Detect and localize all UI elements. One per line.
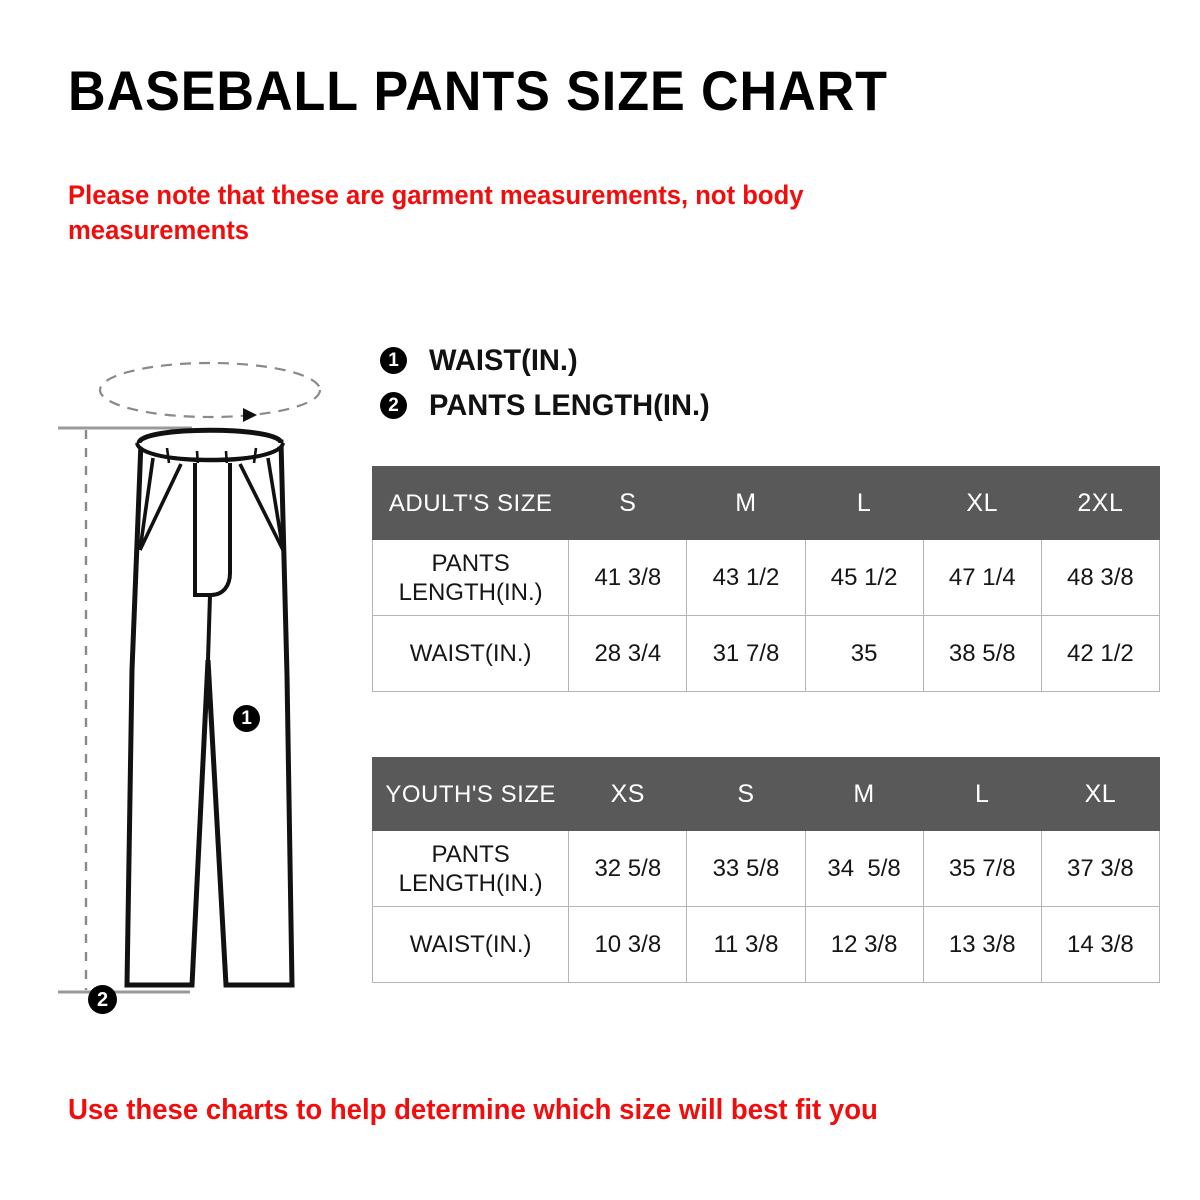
pocket-right-opening: [238, 463, 285, 551]
youth-waist-l: 13 3/8: [922, 906, 1042, 983]
adults-pants-length-label: PANTS LENGTH(IN.): [371, 539, 570, 616]
pocket-left-opening: [138, 463, 183, 551]
legend-label-waist: WAIST(IN.): [429, 343, 578, 377]
table-row: PANTS LENGTH(IN.) 41 3/8 43 1/2 45 1/2 4…: [371, 539, 1161, 616]
adults-pants-length-s: 41 3/8: [568, 539, 688, 616]
youth-col-l: L: [922, 757, 1042, 831]
youth-waist-label: WAIST(IN.): [371, 906, 570, 983]
crotch-seam: [206, 594, 212, 661]
youth-col-xs: XS: [568, 757, 688, 831]
youth-pants-length-l: 35 7/8: [922, 830, 1042, 907]
adults-waist-s: 28 3/4: [568, 615, 688, 692]
adults-size-table: ADULT'S SIZE S M L XL 2XL PANTS LENGTH(I…: [371, 466, 1161, 692]
table-row: PANTS LENGTH(IN.) 32 5/8 33 5/8 34 5/8 3…: [371, 830, 1161, 907]
adults-waist-xl: 38 5/8: [922, 615, 1042, 692]
belt-loop-right-icon: [252, 447, 258, 464]
adults-col-xl: XL: [922, 466, 1042, 540]
youth-col-m: M: [804, 757, 924, 831]
size-help-note: Use these charts to help determine which…: [68, 1094, 878, 1126]
legend-item-pants-length: 2 PANTS LENGTH(IN.): [380, 383, 718, 428]
pocket-left-icon: [138, 457, 155, 551]
table-row: WAIST(IN.) 10 3/8 11 3/8 12 3/8 13 3/8 1…: [371, 906, 1161, 983]
youth-pants-length-s: 33 5/8: [686, 830, 806, 907]
youth-pants-length-m: 34 5/8: [804, 830, 924, 907]
pants-legs-outline: [124, 439, 295, 988]
legend-label-pants-length: PANTS LENGTH(IN.): [429, 388, 710, 422]
adults-waist-label: WAIST(IN.): [371, 615, 570, 692]
adults-col-2xl: 2XL: [1040, 466, 1161, 540]
diagram-marker-two-icon: 2: [88, 985, 117, 1014]
waist-measure-arrow-icon: [243, 408, 257, 422]
waistband-top-edge: [136, 427, 284, 445]
adults-col-m: M: [686, 466, 806, 540]
adults-table-header-row: ADULT'S SIZE S M L XL 2XL: [371, 466, 1161, 540]
youth-pants-length-label: PANTS LENGTH(IN.): [371, 830, 570, 907]
table-row: WAIST(IN.) 28 3/4 31 7/8 35 38 5/8 42 1/…: [371, 615, 1161, 692]
page-title: BASEBALL PANTS SIZE CHART: [68, 59, 888, 122]
garment-measurement-note: Please note that these are garment measu…: [68, 180, 804, 245]
youth-waist-s: 11 3/8: [686, 906, 806, 983]
youth-col-xl: XL: [1040, 757, 1161, 831]
adults-pants-length-xl: 47 1/4: [922, 539, 1042, 616]
adults-pants-length-m: 43 1/2: [686, 539, 806, 616]
adults-waist-2xl: 42 1/2: [1040, 615, 1161, 692]
youth-pants-length-xl: 37 3/8: [1040, 830, 1161, 907]
adults-waist-m: 31 7/8: [686, 615, 806, 692]
fly-panel-outline: [193, 463, 232, 597]
youth-table-header-row: YOUTH'S SIZE XS S M L XL: [371, 757, 1161, 831]
youth-col-s: S: [686, 757, 806, 831]
measurement-legend: 1 WAIST(IN.) 2 PANTS LENGTH(IN.): [380, 338, 718, 428]
youth-size-header: YOUTH'S SIZE: [371, 757, 570, 831]
marker-two-icon: 2: [380, 392, 407, 419]
adults-pants-length-l: 45 1/2: [804, 539, 924, 616]
legend-item-waist: 1 WAIST(IN.): [380, 338, 718, 383]
youth-waist-m: 12 3/8: [804, 906, 924, 983]
adults-col-l: L: [804, 466, 924, 540]
youth-waist-xl: 14 3/8: [1040, 906, 1161, 983]
adults-col-s: S: [568, 466, 688, 540]
adults-pants-length-2xl: 48 3/8: [1040, 539, 1161, 616]
diagram-marker-one-icon: 1: [233, 705, 260, 732]
baseball-pants-outline-icon: [58, 361, 322, 994]
youth-pants-length-xs: 32 5/8: [568, 830, 688, 907]
marker-one-icon: 1: [380, 347, 407, 374]
adults-size-header: ADULT'S SIZE: [371, 466, 570, 540]
waist-measure-ellipse-icon: [98, 361, 322, 419]
youth-waist-xs: 10 3/8: [568, 906, 688, 983]
belt-loop-left-icon: [165, 447, 171, 464]
youth-size-table: YOUTH'S SIZE XS S M L XL PANTS LENGTH(IN…: [371, 757, 1161, 983]
pants-measurement-diagram: 1 2: [40, 330, 370, 1020]
pocket-right-icon: [266, 457, 285, 551]
waistband-inner-line: [139, 446, 281, 461]
adults-waist-l: 35: [804, 615, 924, 692]
